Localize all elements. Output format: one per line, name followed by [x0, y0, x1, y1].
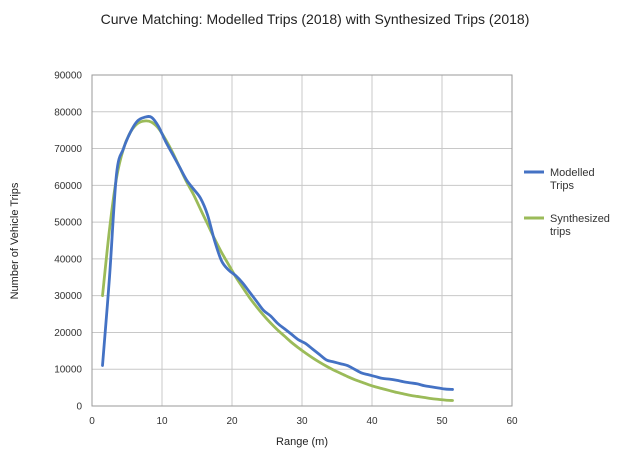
series-lines	[101, 115, 454, 402]
x-axis-title: Range (m)	[276, 436, 328, 448]
y-tick-label: 20000	[54, 328, 82, 339]
x-tick-label: 30	[296, 416, 308, 427]
series-line-synthesized-trips	[101, 119, 454, 402]
legend-label: Trips	[550, 180, 575, 192]
y-tick-label: 70000	[54, 144, 82, 155]
plot-area-border	[91, 74, 513, 407]
y-tick-label: 40000	[54, 254, 82, 265]
x-tick-label: 50	[436, 416, 448, 427]
x-tick-label: 60	[506, 416, 518, 427]
y-tick-label: 80000	[54, 107, 82, 118]
chart-title: Curve Matching: Modelled Trips (2018) wi…	[100, 11, 530, 27]
legend-label: Modelled	[550, 167, 595, 179]
x-tick-label: 40	[366, 416, 378, 427]
y-tick-label: 0	[76, 402, 82, 413]
tick-labels: 0 10000 20000 30000 40000 50000 60000 70000 8000…	[54, 71, 518, 428]
y-tick-label: 60000	[54, 181, 82, 192]
axes	[91, 74, 513, 407]
y-axis-title: Number of Vehicle Trips	[9, 182, 21, 299]
x-tick-label: 10	[156, 416, 168, 427]
y-tick-label: 50000	[54, 218, 82, 229]
legend-label: Synthesized	[550, 213, 610, 225]
y-tick-label: 30000	[54, 291, 82, 302]
series-line-modelled-trips	[101, 115, 454, 391]
legend-label: trips	[550, 226, 571, 238]
y-tick-label: 90000	[54, 71, 82, 82]
x-tick-label: 20	[226, 416, 238, 427]
y-tick-label: 10000	[54, 365, 82, 376]
x-tick-label: 0	[89, 416, 95, 427]
